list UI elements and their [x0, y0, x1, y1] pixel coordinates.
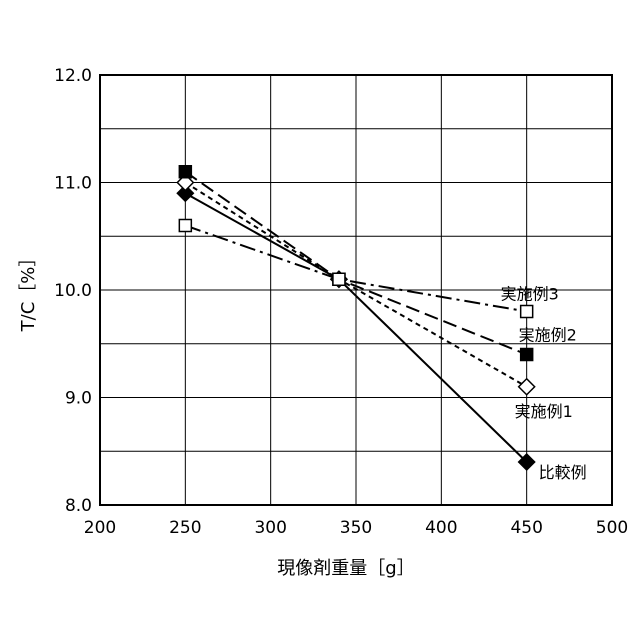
x-tick-label: 500	[596, 518, 628, 538]
series-label: 比較例	[539, 463, 587, 482]
y-axis-title: T/C［%］	[18, 249, 39, 333]
data-point	[521, 349, 533, 361]
y-tick-label: 8.0	[65, 496, 92, 516]
y-tick-label: 10.0	[54, 281, 92, 301]
y-tick-label: 11.0	[54, 174, 92, 194]
x-tick-label: 250	[169, 518, 201, 538]
x-tick-label: 450	[510, 518, 542, 538]
x-tick-label: 300	[254, 518, 286, 538]
series-label: 実施例2	[519, 326, 577, 345]
data-point	[333, 273, 345, 285]
y-tick-labels: 8.0 9.0 10.0 11.0 12.0	[54, 66, 92, 516]
data-point	[179, 166, 191, 178]
y-tick-label: 12.0	[54, 66, 92, 86]
x-tick-label: 200	[84, 518, 116, 538]
x-axis-title: 現像剤重量［g］	[277, 558, 414, 579]
data-point	[521, 306, 533, 318]
series-label: 実施例3	[501, 285, 559, 304]
x-tick-label: 400	[425, 518, 457, 538]
x-tick-labels: 200 250 300 350 400 450 500	[84, 518, 628, 538]
x-tick-label: 350	[340, 518, 372, 538]
series-labels: 比較例 実施例1 実施例2 実施例3	[501, 285, 587, 483]
y-tick-label: 9.0	[65, 389, 92, 409]
data-point	[519, 379, 535, 395]
series-label: 実施例1	[515, 402, 573, 421]
data-point	[179, 220, 191, 232]
